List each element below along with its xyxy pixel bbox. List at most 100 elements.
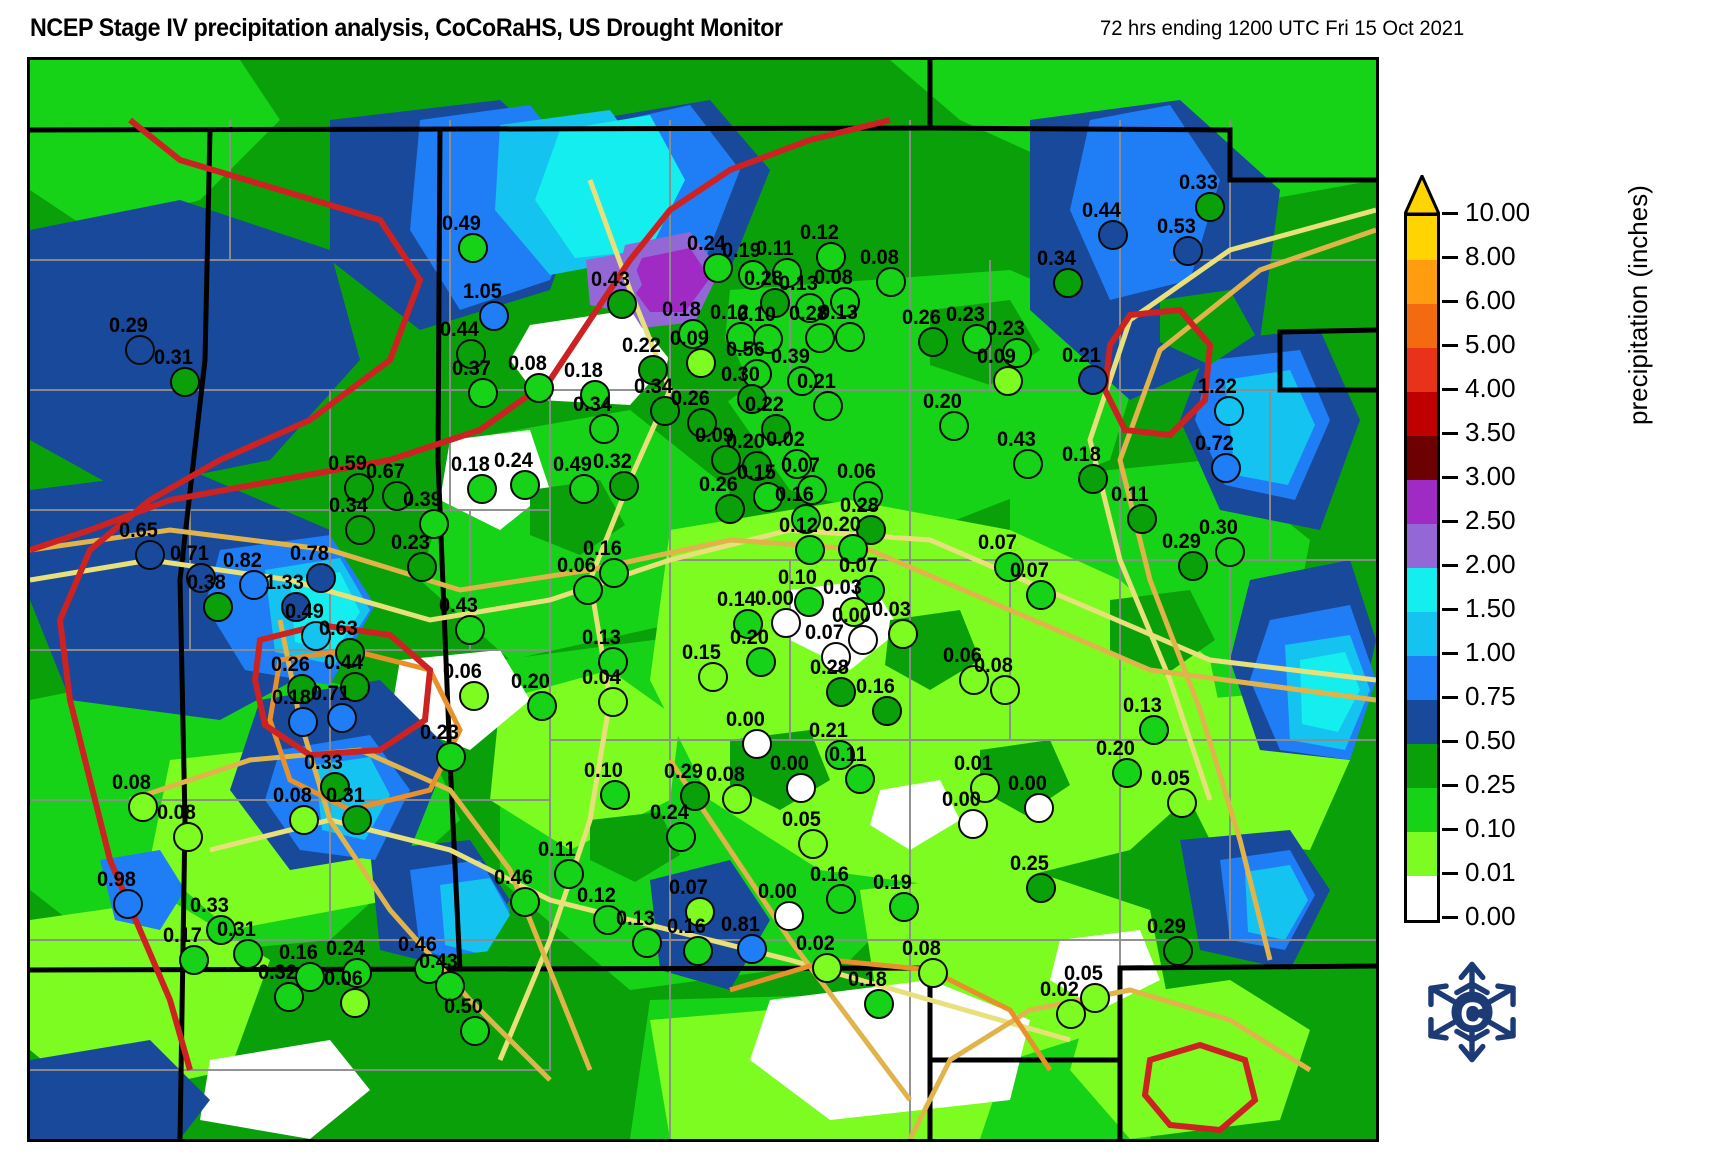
station-marker bbox=[1053, 268, 1083, 298]
station-marker bbox=[419, 509, 449, 539]
station-marker bbox=[320, 772, 350, 802]
station-value-label: 0.34 bbox=[1037, 247, 1076, 270]
colorbar-segment bbox=[1407, 436, 1437, 480]
colorbar-segment bbox=[1407, 348, 1437, 392]
station-marker bbox=[598, 687, 628, 717]
station-marker bbox=[872, 696, 902, 726]
colorbar-tick bbox=[1442, 872, 1458, 875]
colorbar-tick bbox=[1442, 520, 1458, 523]
station-marker bbox=[382, 481, 412, 511]
station-value-label: 0.00 bbox=[770, 752, 809, 775]
station-value-label: 0.30 bbox=[721, 363, 760, 386]
station-marker bbox=[342, 805, 372, 835]
station-value-label: 0.13 bbox=[779, 272, 818, 295]
station-value-label: 0.00 bbox=[758, 880, 797, 903]
station-marker bbox=[239, 570, 269, 600]
station-value-label: 0.07 bbox=[805, 621, 844, 644]
station-marker bbox=[510, 887, 540, 917]
station-value-label: 0.44 bbox=[324, 651, 363, 674]
station-marker bbox=[666, 822, 696, 852]
station-value-label: 0.20 bbox=[726, 430, 765, 453]
station-value-label: 0.81 bbox=[721, 913, 760, 936]
station-marker bbox=[864, 989, 894, 1019]
station-marker bbox=[436, 742, 466, 772]
station-value-label: 0.17 bbox=[163, 924, 202, 947]
station-value-label: 0.38 bbox=[187, 571, 226, 594]
station-value-label: 0.23 bbox=[946, 303, 985, 326]
station-marker bbox=[680, 781, 710, 811]
station-value-label: 0.07 bbox=[839, 554, 878, 577]
station-marker bbox=[1178, 551, 1208, 581]
station-marker bbox=[1173, 236, 1203, 266]
station-marker bbox=[173, 822, 203, 852]
station-value-label: 0.07 bbox=[1010, 559, 1049, 582]
station-marker bbox=[599, 558, 629, 588]
colorbar-tick-label: 1.50 bbox=[1465, 593, 1516, 623]
station-marker bbox=[459, 681, 489, 711]
station-marker bbox=[703, 253, 733, 283]
colorbar-tick-label: 8.00 bbox=[1465, 241, 1516, 271]
station-marker bbox=[128, 792, 158, 822]
station-value-label: 0.43 bbox=[419, 950, 458, 973]
colorbar-tick bbox=[1442, 344, 1458, 347]
colorbar-tick-label: 0.01 bbox=[1465, 857, 1516, 887]
station-value-label: 0.22 bbox=[745, 393, 784, 416]
station-value-label: 0.13 bbox=[819, 301, 858, 324]
station-marker bbox=[301, 621, 331, 651]
station-marker bbox=[287, 674, 317, 704]
station-value-label: 0.07 bbox=[781, 454, 820, 477]
station-value-label: 0.34 bbox=[573, 393, 612, 416]
station-marker bbox=[918, 327, 948, 357]
colorbar-segment bbox=[1407, 744, 1437, 788]
station-value-label: 0.29 bbox=[1147, 915, 1186, 938]
station-marker bbox=[274, 982, 304, 1012]
station-value-label: 0.19 bbox=[873, 871, 912, 894]
station-marker bbox=[340, 988, 370, 1018]
station-marker bbox=[838, 534, 868, 564]
station-marker bbox=[125, 335, 155, 365]
station-value-label: 0.12 bbox=[710, 301, 749, 324]
station-value-label: 0.03 bbox=[872, 598, 911, 621]
station-marker bbox=[715, 494, 745, 524]
station-value-label: 0.49 bbox=[285, 600, 324, 623]
colorbar-segment bbox=[1407, 392, 1437, 436]
station-marker bbox=[845, 764, 875, 794]
station-value-label: 0.21 bbox=[809, 719, 848, 742]
precipitation-map[interactable]: 0.33 0.44 0.53 0.49 0.34 0.12 0.24 0.19 0.11 0.08… bbox=[27, 57, 1379, 1142]
station-value-label: 0.32 bbox=[258, 961, 297, 984]
station-value-label: 0.37 bbox=[452, 357, 491, 380]
station-marker bbox=[573, 575, 603, 605]
station-value-label: 0.20 bbox=[511, 670, 550, 693]
station-value-label: 0.59 bbox=[328, 452, 367, 475]
station-value-label: 0.20 bbox=[923, 390, 962, 413]
colorbar-tick bbox=[1442, 432, 1458, 435]
station-marker bbox=[797, 475, 827, 505]
station-value-label: 0.34 bbox=[329, 494, 368, 517]
station-marker bbox=[435, 971, 465, 1001]
station-marker bbox=[1215, 537, 1245, 567]
station-marker bbox=[1112, 758, 1142, 788]
station-value-label: 0.15 bbox=[737, 461, 776, 484]
station-marker bbox=[456, 339, 486, 369]
station-marker bbox=[327, 703, 357, 733]
station-value-label: 0.16 bbox=[810, 863, 849, 886]
station-value-label: 0.34 bbox=[634, 375, 673, 398]
station-marker bbox=[746, 647, 776, 677]
station-marker bbox=[687, 408, 717, 438]
colorbar-tick bbox=[1442, 652, 1458, 655]
station-value-label: 1.05 bbox=[463, 280, 502, 303]
station-value-label: 0.28 bbox=[810, 656, 849, 679]
colorbar-tick-label: 0.25 bbox=[1465, 769, 1516, 799]
station-marker bbox=[609, 471, 639, 501]
station-value-label: 0.11 bbox=[1111, 483, 1149, 506]
station-marker bbox=[1013, 449, 1043, 479]
station-marker bbox=[698, 662, 728, 692]
station-value-label: 0.56 bbox=[726, 338, 765, 361]
station-value-label: 0.11 bbox=[756, 237, 794, 260]
station-marker bbox=[678, 319, 708, 349]
colorbar-tick-label: 1.00 bbox=[1465, 637, 1516, 667]
colorbar-tick-label: 0.50 bbox=[1465, 725, 1516, 755]
station-marker bbox=[825, 740, 855, 770]
station-value-label: 0.06 bbox=[324, 967, 363, 990]
station-value-label: 0.14 bbox=[717, 588, 756, 611]
